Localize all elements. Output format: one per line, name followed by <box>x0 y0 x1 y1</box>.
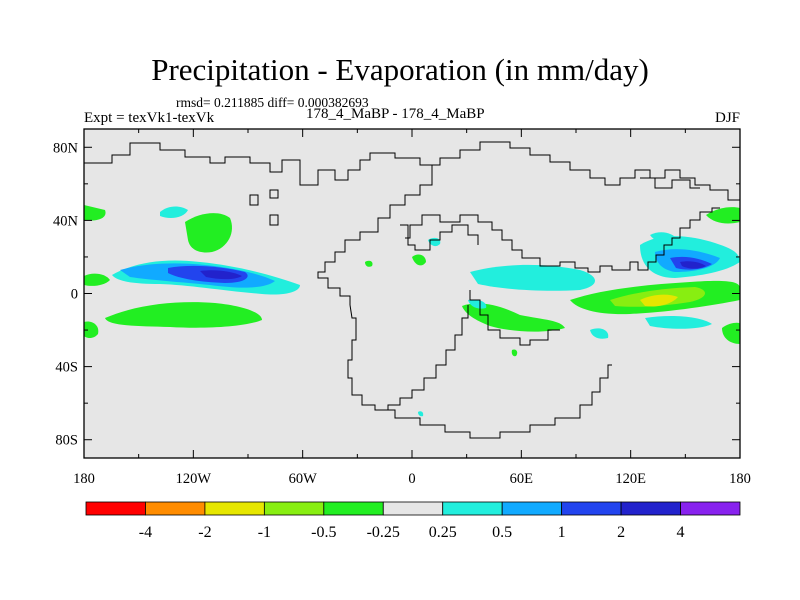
colorbar-label: -0.5 <box>311 524 336 541</box>
colorbar-swatch <box>145 501 206 516</box>
far-west-green-contour <box>84 321 99 338</box>
greenland-outline <box>249 189 279 226</box>
lon-tick-label: 60W <box>289 471 318 487</box>
lat-tick-label: 80S <box>55 433 78 449</box>
colorbar-label: -0.25 <box>367 524 400 541</box>
np-east-green-contour <box>706 207 740 224</box>
indian-cyan-band-contour <box>470 264 595 291</box>
lat-tick-label: 40N <box>53 213 79 229</box>
pacific-band-core-contour <box>200 270 242 280</box>
colorbar-swatch <box>620 501 681 516</box>
colorbar-label: 1 <box>558 524 566 541</box>
se-africa-cyan-contour <box>468 299 487 309</box>
southern-spot-contour <box>418 411 424 417</box>
colorbar-label: 0.25 <box>429 524 457 541</box>
arabia-outline <box>400 224 479 251</box>
lon-tick-label: 120E <box>615 471 646 487</box>
colorbar-swatch <box>263 501 325 516</box>
maritime-yellow-contour <box>640 294 678 307</box>
colorbar-swatch <box>85 501 146 516</box>
colorbar-swatch <box>561 501 622 516</box>
colorbar-swatch <box>323 501 384 516</box>
continent-outlines <box>84 141 740 439</box>
se-edge-green-contour <box>722 322 740 344</box>
colorbar-swatch <box>680 501 741 516</box>
colorbar-swatch <box>382 501 444 516</box>
north-america-outline <box>84 142 433 305</box>
colorbar-label: -4 <box>139 524 152 541</box>
plot-title: Precipitation - Evaporation (in mm/day) <box>151 52 649 87</box>
colorbar-swatch <box>442 501 503 516</box>
colorbar-label: 0.5 <box>492 524 512 541</box>
equatorial-green-west-contour <box>84 273 110 286</box>
lat-tick-label: 80N <box>53 140 79 156</box>
antarctica-outline <box>380 364 612 439</box>
sw-pacific-cyan-contour <box>645 316 712 329</box>
lon-tick-label: 0 <box>408 471 415 487</box>
np-green-patch-contour <box>185 213 232 253</box>
africa-green-contour <box>412 254 426 266</box>
mid-atlantic-spot-contour <box>365 260 373 267</box>
np-cyan-patch-contour <box>160 206 188 218</box>
rmsd-diff-stats: rmsd= 0.211885 diff= 0.000382693 <box>176 95 369 110</box>
japan-outline <box>640 177 700 189</box>
lat-tick-label: 0 <box>71 287 78 303</box>
eurasia-north-outline <box>432 141 740 201</box>
colorbar-label: -2 <box>198 524 211 541</box>
wp-north-cyan-contour <box>650 232 678 243</box>
contour-fills <box>84 205 740 417</box>
australia-outline <box>469 290 560 346</box>
madagascar-green-contour <box>511 349 518 357</box>
south-america-outline <box>347 304 469 411</box>
colorbar-label: 4 <box>677 524 685 541</box>
lon-tick-label: 180 <box>729 471 751 487</box>
experiment-label: Expt = texVk1-texVk <box>84 110 215 126</box>
lat-tick-label: 40S <box>55 360 78 376</box>
colorbar-swatch <box>204 501 265 516</box>
colorbar-swatch <box>501 501 563 516</box>
axis-ticks: 80N 40N 0 40S 80S 180 120W 60W 0 60E 120E 180 <box>53 129 751 487</box>
colorbar-label: 2 <box>617 524 625 541</box>
west-edge-green-contour <box>84 205 106 221</box>
lon-tick-label: 120W <box>176 471 212 487</box>
asia-south-outline <box>620 207 720 271</box>
sp-green-band-contour <box>105 302 262 328</box>
wp-core-contour <box>680 261 706 269</box>
lon-tick-label: 180 <box>73 471 95 487</box>
indian-south-cyan-contour <box>590 328 609 339</box>
colorbar: -4 -2 -1 -0.5 -0.25 0.25 0.5 1 2 4 <box>85 501 741 541</box>
case-subtitle: 178_4_MaBP - 178_4_MaBP <box>306 106 485 122</box>
season-label: DJF <box>714 110 740 126</box>
lon-tick-label: 60E <box>510 471 534 487</box>
africa-outline <box>405 214 620 273</box>
colorbar-label: -1 <box>258 524 271 541</box>
